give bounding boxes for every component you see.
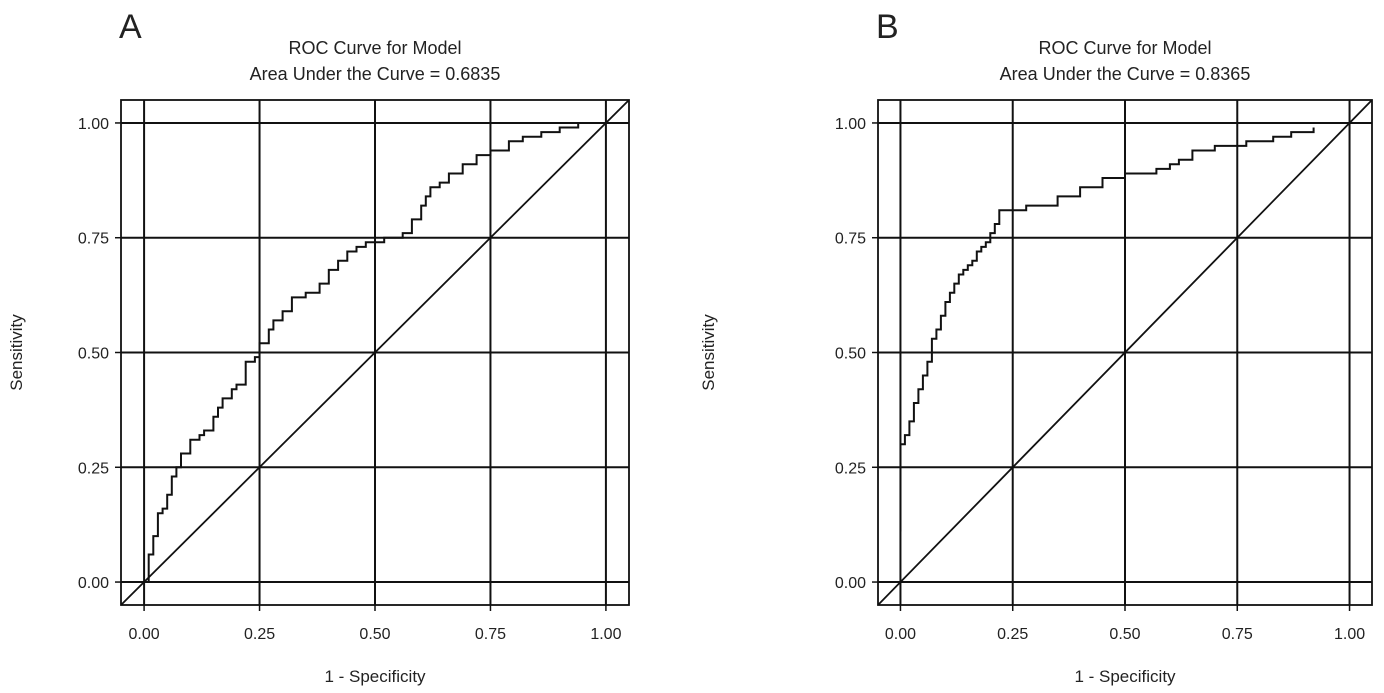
x-tick-label: 1.00 xyxy=(590,626,621,643)
x-tick-label: 0.25 xyxy=(997,626,1028,643)
y-axis-label: Sensitivity xyxy=(699,314,718,391)
x-axis-label: 1 - Specificity xyxy=(1074,667,1176,686)
x-tick-label: 1.00 xyxy=(1334,626,1365,643)
y-tick-label: 0.25 xyxy=(78,460,109,477)
plot-frame xyxy=(877,99,1373,606)
roc-chart-b: B ROC Curve for Model Area Under the Curve… xyxy=(699,8,1373,686)
reference-line xyxy=(120,99,630,606)
roc-panel-a: A ROC Curve for Model Area Under the Curve… xyxy=(7,8,630,686)
x-tick-label: 0.50 xyxy=(359,626,390,643)
chart-title: ROC Curve for Model xyxy=(1038,38,1211,58)
y-tick-label: 0.75 xyxy=(835,231,866,248)
chart-subtitle: Area Under the Curve = 0.6835 xyxy=(250,64,501,84)
panel-letter: B xyxy=(876,8,899,46)
x-tick-label: 0.25 xyxy=(244,626,275,643)
roc-panel-b: B ROC Curve for Model Area Under the Curve… xyxy=(692,0,1384,693)
y-tick-label: 0.00 xyxy=(835,575,866,592)
roc-curve xyxy=(899,127,1315,532)
y-tick-label: 0.25 xyxy=(835,460,866,477)
y-axis-label: Sensitivity xyxy=(7,314,26,391)
roc-curve xyxy=(144,122,606,583)
chart-subtitle: Area Under the Curve = 0.8365 xyxy=(1000,64,1251,84)
y-tick-label: 0.00 xyxy=(78,575,109,592)
x-tick-label: 0.75 xyxy=(1222,626,1253,643)
y-tick-label: 1.00 xyxy=(835,116,866,133)
reference-line xyxy=(877,99,1373,606)
plot-frame xyxy=(120,99,630,606)
x-tick-label: 0.50 xyxy=(1109,626,1140,643)
x-tick-label: 0.00 xyxy=(129,626,160,643)
x-axis-label: 1 - Specificity xyxy=(324,667,426,686)
x-tick-label: 0.00 xyxy=(885,626,916,643)
roc-chart-a: A ROC Curve for Model Area Under the Curve… xyxy=(7,8,630,686)
y-tick-label: 0.75 xyxy=(78,231,109,248)
y-tick-label: 0.50 xyxy=(835,346,866,363)
chart-title: ROC Curve for Model xyxy=(288,38,461,58)
y-tick-label: 1.00 xyxy=(78,116,109,133)
y-tick-label: 0.50 xyxy=(78,346,109,363)
panel-letter: A xyxy=(119,8,142,46)
x-tick-label: 0.75 xyxy=(475,626,506,643)
